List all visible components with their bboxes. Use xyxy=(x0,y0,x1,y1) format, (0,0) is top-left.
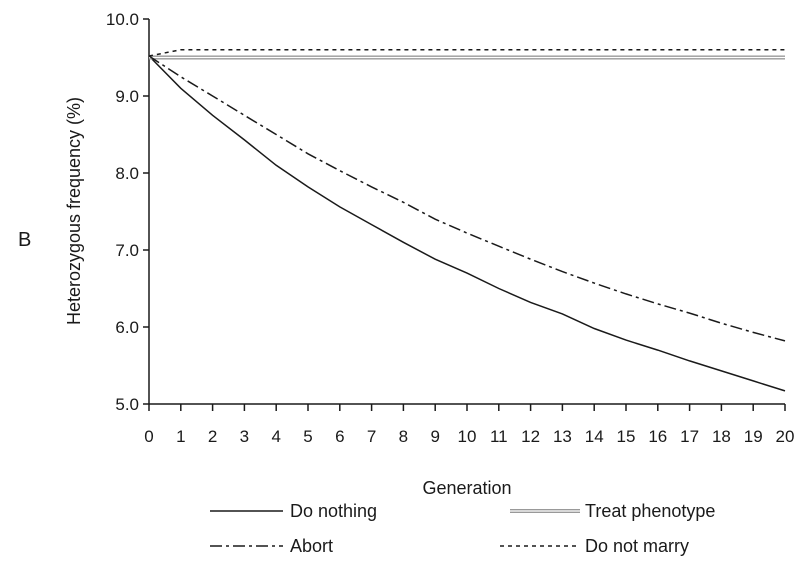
y-tick-label: 8.0 xyxy=(115,164,139,183)
y-tick-label: 6.0 xyxy=(115,318,139,337)
panel-label: B xyxy=(18,229,31,251)
legend-label-do-not-marry: Do not marry xyxy=(585,536,689,556)
plot-area: 5.06.07.08.09.010.00 1 2 3 4 5 6 7 8 9 10 11 12 13 14 1… xyxy=(106,10,795,446)
y-axis-title: Heterozygous frequency (%) xyxy=(64,97,84,325)
x-axis-title: Generation xyxy=(422,478,511,498)
legend-item-do-not-marry: Do not marry xyxy=(500,536,689,556)
series-line-abort xyxy=(148,55,786,342)
x-tick-label: 17 xyxy=(680,427,699,446)
x-tick-label: 0 xyxy=(144,427,153,446)
series-line-do-nothing xyxy=(148,55,786,392)
series-line-do-not-marry xyxy=(148,49,785,57)
x-tick-label: 9 xyxy=(430,427,439,446)
x-tick-label: 16 xyxy=(648,427,667,446)
y-tick-label: 10.0 xyxy=(106,10,139,29)
legend: Do nothing Treat phenotype Abort Do not mar… xyxy=(210,501,715,556)
x-tick-label: 4 xyxy=(271,427,280,446)
x-tick-label: 7 xyxy=(367,427,376,446)
x-tick-label: 18 xyxy=(712,427,731,446)
legend-item-treat-phenotype: Treat phenotype xyxy=(510,501,715,521)
x-tick-label: 10 xyxy=(458,427,477,446)
x-tick-label: 13 xyxy=(553,427,572,446)
x-tick-label: 14 xyxy=(585,427,604,446)
x-tick-label: 8 xyxy=(399,427,408,446)
legend-label-do-nothing: Do nothing xyxy=(290,501,377,521)
x-tick-label: 19 xyxy=(744,427,763,446)
y-tick-label: 5.0 xyxy=(115,395,139,414)
y-tick-label: 7.0 xyxy=(115,241,139,260)
x-tick-label: 5 xyxy=(303,427,312,446)
x-tick-label: 1 xyxy=(176,427,185,446)
x-tick-label: 12 xyxy=(521,427,540,446)
x-tick-label: 11 xyxy=(490,427,508,446)
legend-label-abort: Abort xyxy=(290,536,333,556)
legend-item-abort: Abort xyxy=(210,536,333,556)
x-tick-label: 6 xyxy=(335,427,344,446)
y-tick-label: 9.0 xyxy=(115,87,139,106)
legend-label-treat-phenotype: Treat phenotype xyxy=(585,501,715,521)
x-tick-label: 15 xyxy=(617,427,636,446)
x-tick-label: 20 xyxy=(776,427,795,446)
legend-item-do-nothing: Do nothing xyxy=(210,501,377,521)
x-tick-label: 3 xyxy=(240,427,249,446)
x-tick-label: 2 xyxy=(208,427,217,446)
